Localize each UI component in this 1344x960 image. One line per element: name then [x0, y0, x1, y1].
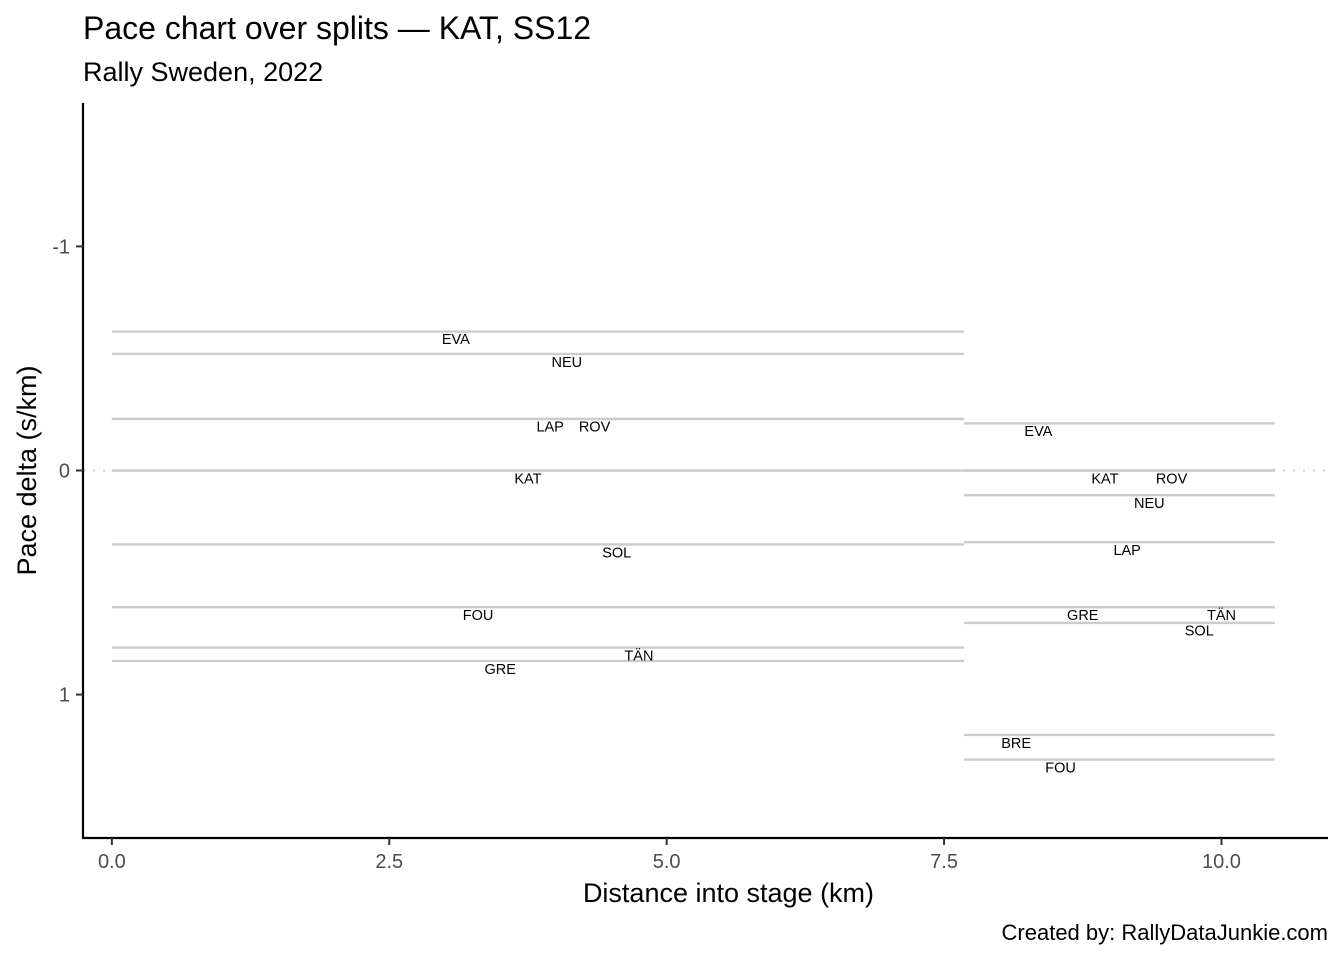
- label-lap-split-2: LAP: [1113, 543, 1140, 559]
- y-axis-title: Pace delta (s/km): [12, 365, 42, 575]
- x-axis-title: Distance into stage (km): [583, 878, 874, 908]
- axes-layer: 0.0 2.5 5.0 7.5 10.0 -1 0 1: [52, 103, 1328, 873]
- chart-caption: Created by: RallyDataJunkie.com: [1001, 920, 1328, 945]
- label-neu-split-1: NEU: [551, 355, 582, 371]
- segments-layer: [111, 330, 1275, 761]
- label-fou-split-2: FOU: [1045, 760, 1076, 776]
- label-eva-split-1: EVA: [442, 332, 470, 348]
- label-lap-split-1: LAP: [536, 420, 563, 436]
- x-tick-label: 0.0: [98, 851, 126, 873]
- label-bre-split-2: BRE: [1001, 736, 1031, 752]
- chart-subtitle: Rally Sweden, 2022: [83, 57, 324, 87]
- label-fou-split-1: FOU: [463, 608, 494, 624]
- label-gre-split-2: GRE: [1067, 608, 1099, 624]
- label-gre-split-1: GRE: [485, 662, 517, 678]
- x-tick-label: 7.5: [930, 851, 958, 873]
- label-sol-split-2: SOL: [1185, 624, 1214, 640]
- label-sol-split-1: SOL: [602, 545, 631, 561]
- label-kat-split-1: KAT: [514, 471, 541, 487]
- y-tick-label: -1: [52, 236, 70, 258]
- y-tick-label: 0: [59, 461, 70, 483]
- label-neu-split-2: NEU: [1134, 496, 1165, 512]
- label-kat-split-2: KAT: [1091, 471, 1118, 487]
- label-tän-split-1: TÄN: [624, 647, 653, 664]
- x-tick-label: 5.0: [653, 851, 681, 873]
- labels-layer: EVA NEU LAP ROV KAT SOL FOU TÄN GRE EVA KAT ROV NEU L…: [442, 332, 1236, 776]
- chart-title: Pace chart over splits — KAT, SS12: [83, 10, 592, 46]
- x-tick-label: 10.0: [1202, 851, 1241, 873]
- label-tän-split-2: TÄN: [1207, 607, 1236, 624]
- label-eva-split-2: EVA: [1024, 424, 1052, 440]
- x-tick-label: 2.5: [375, 851, 403, 873]
- label-rov-split-1: ROV: [579, 420, 611, 436]
- label-rov-split-2: ROV: [1156, 471, 1188, 487]
- y-tick-label: 1: [59, 685, 70, 707]
